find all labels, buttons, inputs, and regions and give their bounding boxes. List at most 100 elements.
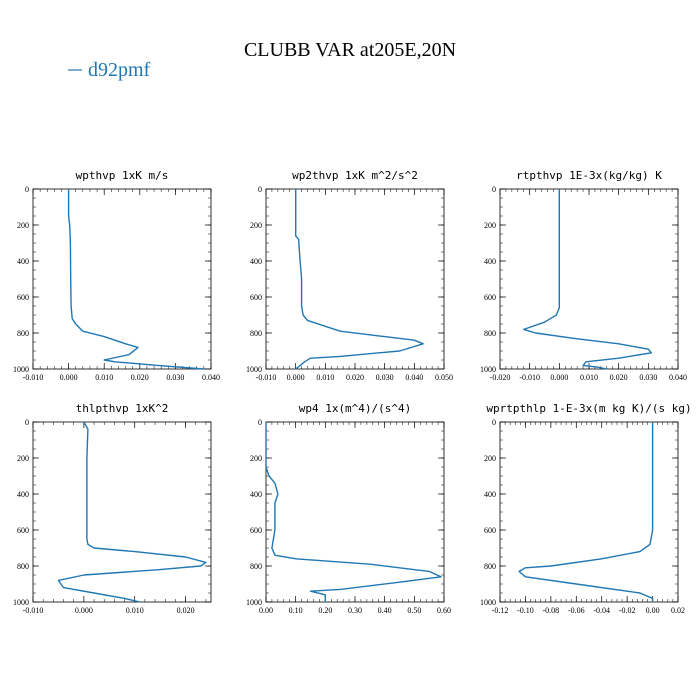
chart-panel-1: wpthvp 1xK m/s -0.010 0.000 0.010 0.020 0.030… <box>13 169 220 382</box>
x-tick-label: 0.010 <box>126 606 144 615</box>
y-tick-label: 400 <box>17 257 29 266</box>
y-tick-label: 800 <box>250 562 262 571</box>
x-tick-label: 0.02 <box>671 606 685 615</box>
y-tick-label: 600 <box>17 293 29 302</box>
series-line-1 <box>265 422 442 602</box>
panel-title: wpthvp 1xK m/s <box>76 169 169 182</box>
series-line-1 <box>518 422 654 602</box>
y-tick-label: 800 <box>484 329 496 338</box>
y-tick-label: 0 <box>258 418 262 427</box>
x-tick-label: 0.000 <box>60 373 78 382</box>
y-tick-label: 800 <box>17 562 29 571</box>
chart-panel-2: wp2thvp 1xK m^2/s^2 -0.010 0.000 0.010 0.020… <box>246 169 453 382</box>
figure-title: CLUBB VAR at205E,20N <box>244 39 456 61</box>
x-tick-label: -0.010 <box>519 373 540 382</box>
x-tick-label: 0.040 <box>669 373 687 382</box>
plot-frame <box>32 421 212 603</box>
x-tick-label: 0.040 <box>202 373 220 382</box>
chart-panel-6: wprtpthlp 1-E-3x(m kg K)/(s kg) -0.12 -0.1… <box>480 402 692 615</box>
x-tick-label: 0.000 <box>550 373 568 382</box>
panel-title: wp2thvp 1xK m^2/s^2 <box>292 169 418 182</box>
x-tick-label: -0.010 <box>256 373 277 382</box>
y-tick-label: 1000 <box>246 598 262 607</box>
x-tick-label: 0.020 <box>346 373 364 382</box>
x-tick-label: 0.010 <box>316 373 334 382</box>
x-tick-label: 0.000 <box>75 606 93 615</box>
y-tick-label: 800 <box>250 329 262 338</box>
y-tick-label: 200 <box>484 454 496 463</box>
y-tick-label: 200 <box>250 454 262 463</box>
y-tick-label: 1000 <box>480 365 496 374</box>
panel-title: wp4 1x(m^4)/(s^4) <box>299 402 412 415</box>
x-tick-label: 0.50 <box>407 606 421 615</box>
x-tick-label: -0.04 <box>593 606 610 615</box>
y-tick-label: 800 <box>484 562 496 571</box>
x-tick-label: 0.30 <box>348 606 362 615</box>
y-tick-label: 200 <box>484 221 496 230</box>
y-tick-label: 400 <box>484 257 496 266</box>
y-tick-label: 1000 <box>480 598 496 607</box>
x-tick-label: 0.030 <box>639 373 657 382</box>
x-tick-label: -0.010 <box>23 606 44 615</box>
x-tick-label: 0.00 <box>259 606 273 615</box>
panel-title: rtpthvp 1E-3x(kg/kg) K <box>516 169 662 182</box>
x-tick-label: 0.040 <box>405 373 423 382</box>
y-tick-label: 200 <box>17 454 29 463</box>
x-tick-label: 0.20 <box>318 606 332 615</box>
x-tick-label: -0.06 <box>568 606 585 615</box>
panel-title: wprtpthlp 1-E-3x(m kg K)/(s kg) <box>486 402 691 415</box>
x-tick-label: -0.10 <box>517 606 534 615</box>
x-tick-label: 0.020 <box>131 373 149 382</box>
y-tick-label: 1000 <box>13 365 29 374</box>
y-tick-label: 800 <box>17 329 29 338</box>
x-tick-label: 0.10 <box>289 606 303 615</box>
x-tick-label: 0.030 <box>166 373 184 382</box>
y-tick-label: 0 <box>258 185 262 194</box>
y-tick-label: 400 <box>484 490 496 499</box>
series-line-1 <box>295 189 424 370</box>
x-tick-label: 0.010 <box>95 373 113 382</box>
plot-frame <box>265 421 445 603</box>
plot-frame <box>499 421 679 603</box>
x-tick-label: 0.60 <box>437 606 451 615</box>
y-tick-label: 400 <box>250 257 262 266</box>
y-tick-label: 0 <box>25 418 29 427</box>
x-tick-label: 0.050 <box>435 373 453 382</box>
y-tick-label: 400 <box>17 490 29 499</box>
series-line-1 <box>57 421 207 603</box>
y-tick-label: 600 <box>484 526 496 535</box>
x-tick-label: -0.02 <box>619 606 636 615</box>
y-tick-label: 1000 <box>246 365 262 374</box>
x-tick-label: 0.030 <box>376 373 394 382</box>
chart-panel-5: wp4 1x(m^4)/(s^4) 0.00 0.10 0.20 0.30 0.40 0.5… <box>246 402 451 615</box>
x-tick-label: 0.020 <box>177 606 195 615</box>
chart-panel-4: thlpthvp 1xK^2 -0.010 0.000 0.010 0.020 0 200 4… <box>13 402 212 615</box>
y-tick-label: 0 <box>25 185 29 194</box>
y-tick-label: 600 <box>17 526 29 535</box>
x-tick-label: 0.010 <box>580 373 598 382</box>
y-tick-label: 200 <box>250 221 262 230</box>
x-tick-label: -0.12 <box>492 606 509 615</box>
y-tick-label: 0 <box>492 418 496 427</box>
x-tick-label: -0.020 <box>490 373 511 382</box>
x-tick-label: 0.00 <box>646 606 660 615</box>
legend: d92pmf <box>68 59 151 81</box>
x-tick-label: 0.40 <box>378 606 392 615</box>
panel-title: thlpthvp 1xK^2 <box>76 402 169 415</box>
x-tick-label: 0.000 <box>287 373 305 382</box>
y-tick-label: 0 <box>492 185 496 194</box>
series-line-1 <box>67 189 204 370</box>
y-tick-label: 600 <box>250 293 262 302</box>
legend-label: d92pmf <box>88 59 151 81</box>
series-line-1 <box>523 189 652 370</box>
chart-panel-3: rtpthvp 1E-3x(kg/kg) K -0.020 -0.010 0.000 0… <box>480 169 687 382</box>
y-tick-label: 200 <box>17 221 29 230</box>
y-tick-label: 600 <box>250 526 262 535</box>
plot-frame <box>499 188 679 370</box>
x-tick-label: 0.020 <box>610 373 628 382</box>
x-tick-label: -0.010 <box>23 373 44 382</box>
y-tick-label: 400 <box>250 490 262 499</box>
y-tick-label: 600 <box>484 293 496 302</box>
y-tick-label: 1000 <box>13 598 29 607</box>
